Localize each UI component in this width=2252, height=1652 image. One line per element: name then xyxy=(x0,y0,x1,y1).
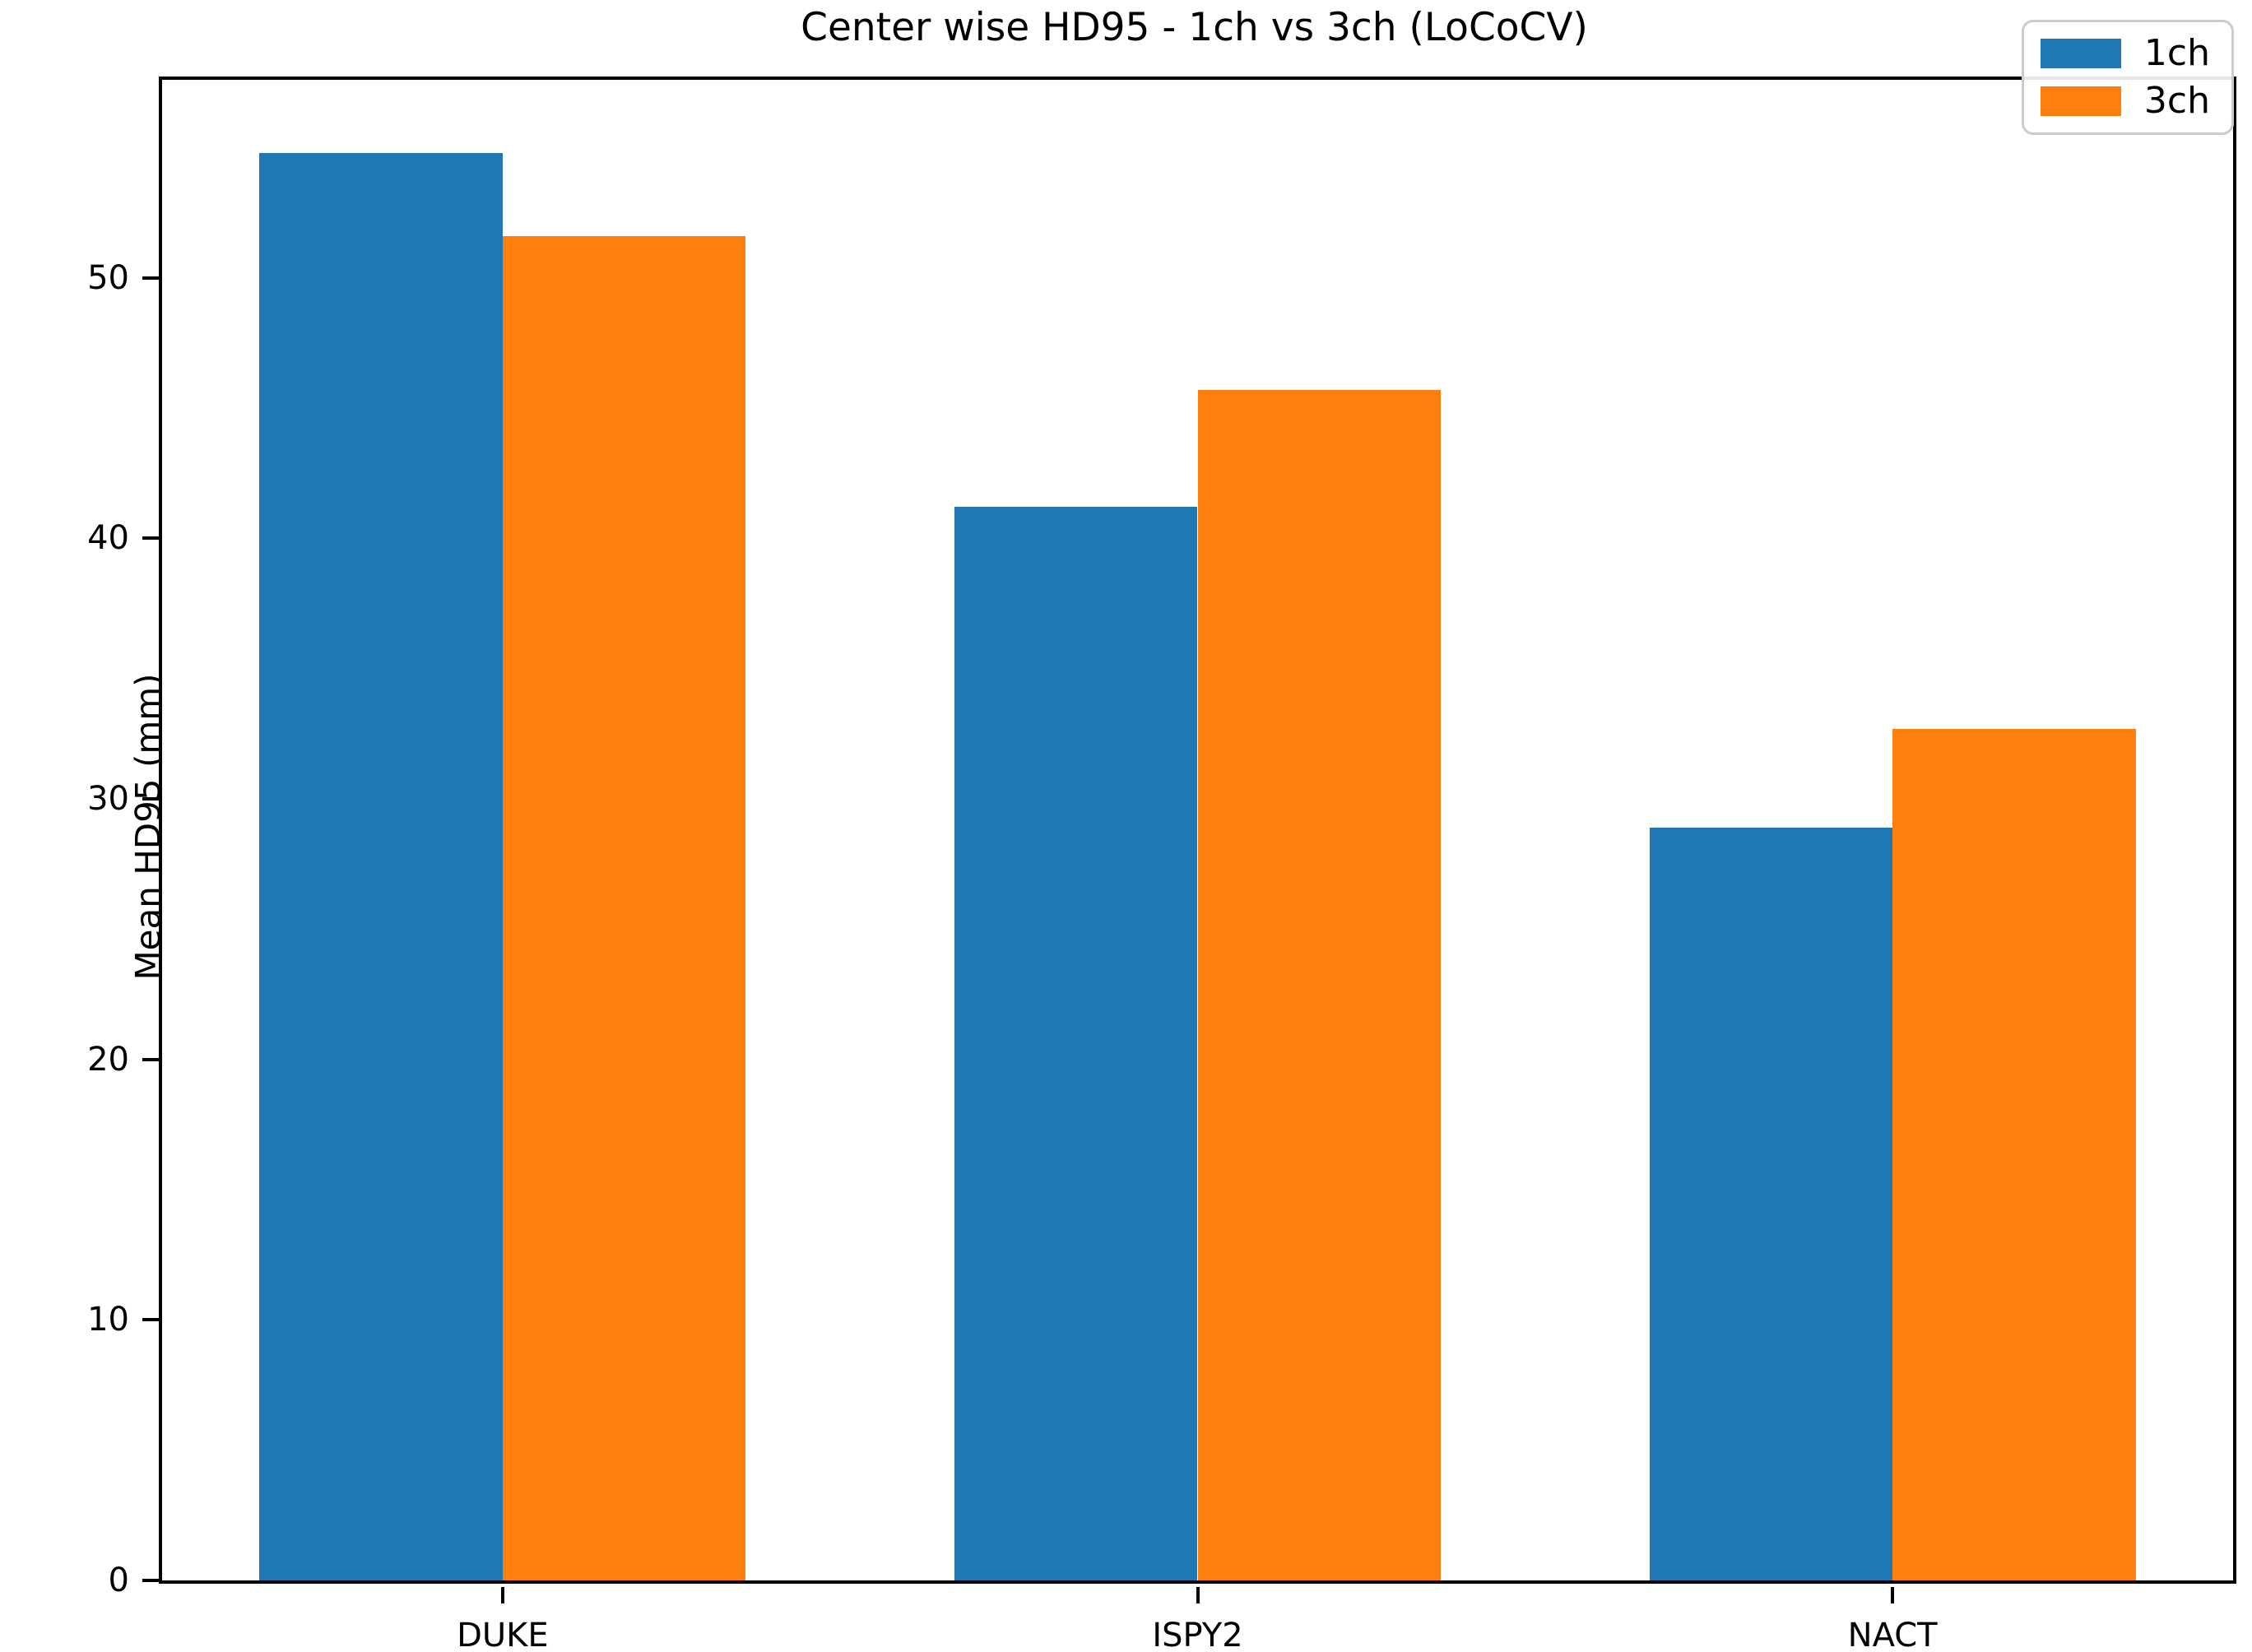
legend-label-3ch: 3ch xyxy=(2143,80,2210,122)
bar-3ch-ISPY2 xyxy=(1197,389,1442,1580)
x-tick-mark-ISPY2 xyxy=(1196,1587,1200,1603)
y-tick-mark-10 xyxy=(142,1318,159,1322)
y-tick-mark-0 xyxy=(142,1579,159,1582)
chart-title: Center wise HD95 - 1ch vs 3ch (LoCoCV) xyxy=(801,5,1588,50)
y-tick-label-10: 10 xyxy=(87,1301,129,1339)
y-tick-mark-20 xyxy=(142,1057,159,1061)
legend-item-3ch: 3ch xyxy=(2040,80,2210,122)
y-tick-label-30: 30 xyxy=(87,780,129,818)
legend-label-1ch: 1ch xyxy=(2143,32,2210,74)
legend-swatch-1ch xyxy=(2040,39,2121,68)
y-tick-mark-30 xyxy=(142,797,159,800)
y-tick-label-50: 50 xyxy=(87,258,129,297)
y-tick-mark-40 xyxy=(142,536,159,541)
x-tick-label-NACT: NACT xyxy=(1847,1617,1938,1652)
bar-1ch-NACT xyxy=(1649,827,1893,1580)
plot-area: 0 10 20 30 40 50 DUKE ISPY2 NACT xyxy=(87,77,2236,1652)
bar-1ch-DUKE xyxy=(259,152,503,1580)
legend-swatch-3ch xyxy=(2040,86,2121,116)
bar-3ch-DUKE xyxy=(502,236,746,1580)
bar-1ch-ISPY2 xyxy=(954,507,1198,1580)
y-tick-label-20: 20 xyxy=(87,1040,129,1079)
bar-3ch-NACT xyxy=(1892,728,2136,1580)
x-tick-label-DUKE: DUKE xyxy=(457,1617,549,1652)
x-tick-mark-NACT xyxy=(1891,1587,1895,1603)
legend: 1ch 3ch xyxy=(2021,20,2234,135)
y-tick-label-0: 0 xyxy=(108,1562,129,1599)
y-tick-mark-50 xyxy=(142,276,159,280)
y-tick-label-40: 40 xyxy=(87,519,129,558)
x-tick-mark-DUKE xyxy=(500,1587,504,1603)
x-tick-label-ISPY2: ISPY2 xyxy=(1152,1617,1243,1652)
legend-item-1ch: 1ch xyxy=(2040,32,2210,74)
